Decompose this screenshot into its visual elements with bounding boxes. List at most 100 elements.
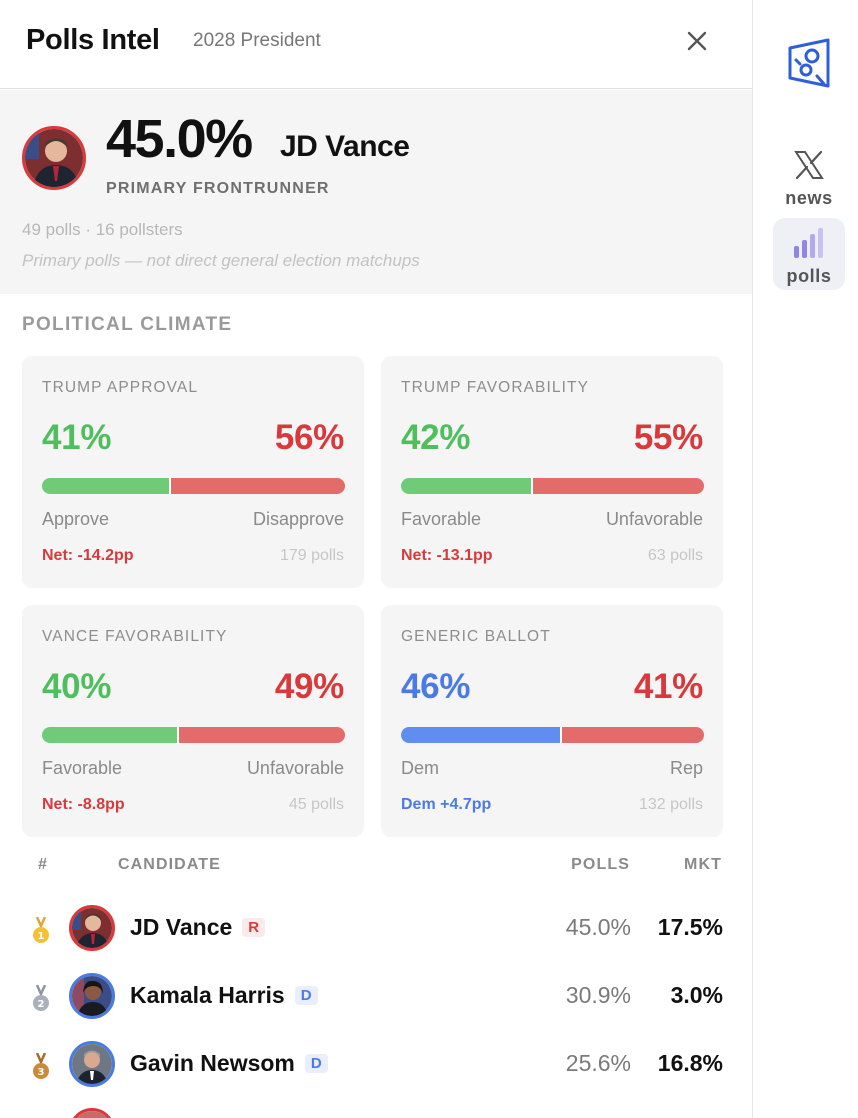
market-value: 16.8% (657, 1050, 723, 1076)
approve-value: 41% (42, 418, 112, 457)
column-header-rank: # (38, 856, 48, 873)
net-value: Net: -8.8pp (42, 796, 125, 813)
race-label: 2028 President (193, 30, 321, 51)
right-label: Disapprove (252, 509, 344, 529)
side-rail: news polls (754, 0, 858, 1118)
frontrunner-role: PRIMARY FRONTRUNNER (106, 180, 330, 197)
card-title: TRUMP FAVORABILITY (401, 379, 590, 396)
left-label: Dem (401, 758, 440, 778)
bar-left-segment (401, 478, 532, 494)
poll-count: 45 polls (288, 796, 344, 813)
x-logo-icon (794, 150, 824, 180)
card-title: GENERIC BALLOT (401, 628, 551, 645)
split-bar (42, 478, 345, 494)
avatar (69, 905, 115, 951)
left-label: Favorable (401, 509, 482, 529)
disapprove-value: 56% (274, 418, 344, 457)
candidate-name-text: JD Vance (130, 914, 233, 940)
bar-left-segment (42, 727, 178, 743)
rail-label-polls: polls (786, 266, 832, 286)
bar-gap (169, 478, 172, 494)
rail-label-news: news (785, 188, 833, 208)
close-icon[interactable] (680, 24, 714, 58)
bar-right-segment (179, 727, 345, 743)
candidate-name: Gavin Newsom D (130, 1050, 328, 1077)
bar-left-segment (401, 727, 561, 743)
right-label: Unfavorable (605, 509, 703, 529)
card-trump-favorability: TRUMP FAVORABILITY 42% 55% Favorable Unf… (381, 356, 723, 588)
poll-count: 63 polls (647, 547, 703, 564)
net-value: Net: -14.2pp (42, 547, 134, 564)
polls-intel-logo-icon[interactable] (784, 38, 834, 92)
party-badge: D (304, 1054, 328, 1073)
frontrunner-percentage: 45.0% (106, 109, 253, 169)
split-bar (401, 727, 704, 743)
right-label: Unfavorable (246, 758, 344, 778)
column-header-polls[interactable]: POLLS (571, 856, 630, 873)
candidate-name: Kamala Harris D (130, 982, 318, 1009)
card-trump-approval: TRUMP APPROVAL 41% 56% Approve Disapprov… (22, 356, 364, 588)
bar-chart-icon (794, 228, 823, 258)
split-bar (401, 478, 704, 494)
unfavorable-value: 49% (274, 667, 344, 706)
net-value: Net: -13.1pp (401, 547, 493, 564)
poll-count: 179 polls (279, 547, 344, 564)
bar-right-segment (171, 478, 345, 494)
poll-count-summary: 49 polls · 16 pollsters (22, 220, 183, 239)
table-row[interactable]: 3 Gavin Newsom D 25.6% 16.8% (0, 1041, 752, 1109)
polls-value: 25.6% (565, 1050, 631, 1076)
candidate-name: JD Vance R (130, 914, 266, 941)
frontrunner-name: JD Vance (280, 130, 410, 163)
split-bar (42, 727, 345, 743)
dem-value: 46% (401, 667, 471, 706)
net-value: Dem +4.7pp (401, 796, 492, 813)
card-title: TRUMP APPROVAL (42, 379, 199, 396)
right-label: Rep (669, 758, 703, 778)
polls-value: 45.0% (565, 914, 631, 940)
bar-right-segment (533, 478, 704, 494)
party-badge: R (242, 918, 266, 937)
avatar (69, 973, 115, 1019)
rank-number: 2 (38, 999, 45, 1010)
poll-count: 132 polls (638, 796, 703, 813)
bar-right-segment (562, 727, 704, 743)
column-header-mkt[interactable]: MKT (684, 856, 722, 873)
bar-gap (560, 727, 563, 743)
table-row[interactable]: 1 JD Vance R 45.0% 17.5% (0, 905, 752, 973)
primary-polls-note: Primary polls — not direct general elect… (22, 251, 420, 270)
polls-intel-panel: Polls Intel 2028 President 45.0% JD Vanc… (0, 0, 753, 1118)
rank-number: 1 (38, 931, 45, 942)
frontrunner-summary: 45.0% JD Vance PRIMARY FRONTRUNNER 49 po… (0, 90, 752, 294)
avatar (69, 1108, 115, 1118)
app-title: Polls Intel (26, 24, 160, 56)
bar-left-segment (42, 478, 170, 494)
panel-header: Polls Intel 2028 President (0, 0, 752, 89)
frontrunner-avatar (22, 126, 86, 190)
candidate-name-text: Kamala Harris (130, 982, 285, 1008)
party-badge: D (294, 986, 318, 1005)
market-value: 3.0% (670, 982, 723, 1008)
bar-gap (177, 727, 180, 743)
left-label: Approve (42, 509, 110, 529)
rail-item-news[interactable]: news (773, 140, 845, 212)
left-label: Favorable (42, 758, 123, 778)
silver-medal-icon: 2 (33, 985, 49, 1011)
card-vance-favorability: VANCE FAVORABILITY 40% 49% Favorable Unf… (22, 605, 364, 837)
unfavorable-value: 55% (633, 418, 703, 457)
polls-value: 30.9% (565, 982, 631, 1008)
table-row[interactable]: 2 Kamala Harris D 30.9% 3.0% (0, 973, 752, 1041)
market-value: 17.5% (657, 914, 723, 940)
rank-number: 3 (38, 1067, 45, 1078)
candidate-name-text: Gavin Newsom (130, 1050, 295, 1076)
gold-medal-icon: 1 (33, 917, 49, 943)
section-title: POLITICAL CLIMATE (22, 314, 233, 335)
bar-gap (531, 478, 534, 494)
avatar (69, 1041, 115, 1087)
column-header-candidate[interactable]: CANDIDATE (118, 856, 221, 873)
card-title: VANCE FAVORABILITY (42, 628, 228, 645)
favorable-value: 42% (401, 418, 471, 457)
rail-item-polls[interactable]: polls (773, 218, 845, 290)
favorable-value: 40% (42, 667, 112, 706)
card-generic-ballot: GENERIC BALLOT 46% 41% Dem Rep Dem +4.7p… (381, 605, 723, 837)
bronze-medal-icon: 3 (33, 1053, 49, 1079)
